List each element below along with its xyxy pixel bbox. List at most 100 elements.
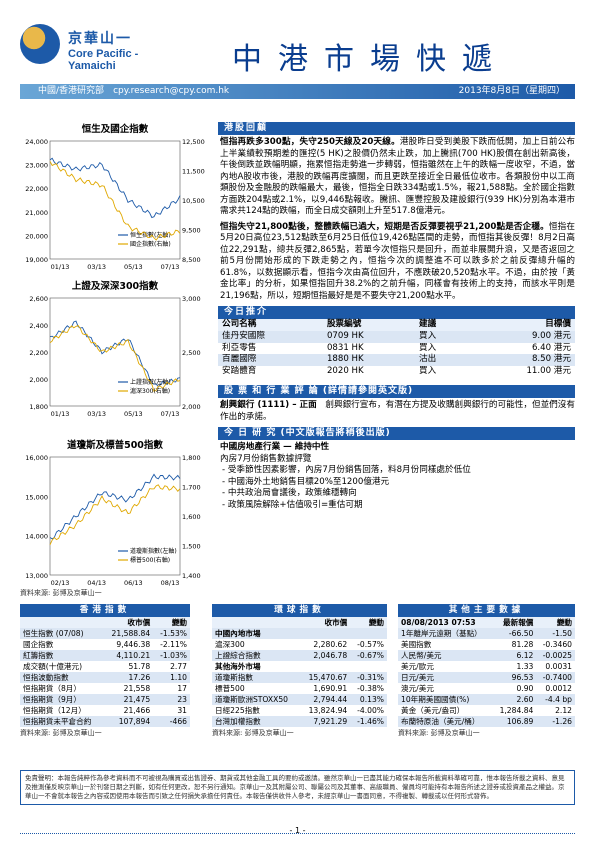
review-p2-headline: 恒指失守21,800點後，整體跌幅已過大，短期是否反彈要視乎21,200點是否企… <box>220 221 549 232</box>
cell: 日元/美元 <box>398 672 493 683</box>
y-tick-label: 1,800 <box>29 403 48 411</box>
cell: -0.31% <box>350 672 387 683</box>
section-header-research: 今 日 研 究 (中文版報告將稍後出版) <box>218 427 575 440</box>
cell: 11.00 港元 <box>526 365 571 376</box>
y2-tick-label: 10,500 <box>182 197 205 205</box>
cell <box>300 661 350 672</box>
col-header: 目標價 <box>466 319 575 331</box>
research-subtitle: 內房7月份銷售數據評覽 <box>220 453 312 464</box>
x-tick-label: 05/13 <box>124 263 143 271</box>
cell: 2,046.78 <box>300 650 351 661</box>
cell: 4,110.21 <box>103 650 154 661</box>
legend-label: 標普500(右軸) <box>130 556 170 564</box>
cell: 黃金（美元/盎司） <box>401 706 465 715</box>
research-bullet: - 受季節性因素影響，內房7月份銷售回落，料8月份同樣處於低位 <box>222 465 471 475</box>
cell: 恒指期貨（9月） <box>20 694 104 705</box>
cell: 9,446.38 <box>116 640 151 649</box>
cell: -1.03% <box>153 650 190 661</box>
section-header-stock-review: 股 票 和 行 業 評 論 (詳情請參閱英文版) <box>218 385 575 398</box>
cell: 成交額(十億港元) <box>23 662 83 671</box>
cell: -1.46% <box>350 716 387 727</box>
cell: 7,921.29 <box>300 716 351 727</box>
x-tick-label: 01/13 <box>51 263 70 271</box>
y2-tick-label: 2,000 <box>182 403 201 411</box>
cell: 2020 HK <box>326 365 364 376</box>
series-line <box>49 157 181 219</box>
section-header-picks: 今日推介 <box>218 306 575 319</box>
table-header-row: 收市價 變動 <box>20 617 190 628</box>
cell: 96.53 <box>492 672 537 683</box>
cell: 2.12 <box>555 706 572 715</box>
cell: 21,558 <box>123 684 151 693</box>
cell: 美元/歐元 <box>401 662 434 671</box>
cell: 佳丹安國際 <box>218 331 323 343</box>
y-tick-label: 2,000 <box>29 376 48 384</box>
cell: -4.4 bp <box>536 694 575 705</box>
y-tick-label: 19,000 <box>25 256 48 264</box>
x-tick-label: 02/13 <box>51 579 70 587</box>
cell: 澳元/美元 <box>401 684 434 693</box>
research-title: 中國房地產行業 — 維持中性 <box>220 442 330 452</box>
legend-label: 道瓊斯指數(左軸) <box>130 547 177 555</box>
picks-header-row: 公司名稱 股票編號 建議 目標價 <box>218 319 575 331</box>
cell: 21,475 <box>103 694 154 705</box>
cell: 17.26 <box>103 672 154 683</box>
cell: 買入 <box>418 365 437 376</box>
y-tick-label: 20,000 <box>25 232 48 240</box>
cell: -466 <box>153 716 190 727</box>
cell: 上證綜合指數 <box>212 650 301 661</box>
y-tick-label: 2,200 <box>29 349 48 357</box>
stock-review-paragraph: 創興銀行 (1111) – 正面 創興銀行宣布，有潛在方提及收購創興銀行的可能性… <box>220 400 575 423</box>
stock-review-text: 創興銀行宣布，有潛在方提及收購創興銀行的可能性，但並們沒有作出的承諾。 <box>220 400 575 422</box>
table-row: 道瓊斯歐洲STOXX50 2,794.44 0.13% <box>212 694 387 705</box>
table-row: 國企指數 9,446.38 -2.11% <box>20 639 190 650</box>
table-caption: 香港指數 <box>20 604 190 617</box>
global-index-block: 環球指數 收市價 變動 中國內地市場 滬深300 2,280.62 -0.57% 上證綜合指數… <box>212 604 387 738</box>
cell: 道瓊斯歐洲STOXX50 <box>212 694 301 705</box>
cell: 滬深300 <box>215 640 245 649</box>
y-tick-label: 21,000 <box>25 209 48 217</box>
cell: -0.0025 <box>536 650 575 661</box>
cell: 9.00 港元 <box>466 331 575 343</box>
cell: -1.26 <box>536 716 575 727</box>
y2-tick-label: 11,500 <box>182 168 205 176</box>
col-header: 變動 <box>350 617 387 628</box>
contact-email[interactable]: cpy.research@cpy.com.hk <box>113 86 230 96</box>
chart-svg: 24,000 23,000 22,000 21,000 20,000 19,000 12,5… <box>25 138 205 271</box>
cell: 51.78 <box>128 662 151 671</box>
plot-area <box>49 140 181 260</box>
cell: 2,794.44 <box>300 694 351 705</box>
x-tick-label: 03/13 <box>87 410 106 418</box>
header-bar: 中國/香港研究部 cpy.research@cpy.com.hk 2013年8月… <box>20 84 575 99</box>
other-data-block: 其他主要數據 08/08/2013 07:53 最新報價 變動 1年離岸元遠期（基點） -… <box>398 604 575 738</box>
cell: 買入 <box>418 342 437 353</box>
col-header: 變動 <box>536 617 575 628</box>
x-tick-label: 05/13 <box>124 410 143 418</box>
cell: 13,824.94 <box>308 706 348 715</box>
col-header <box>212 617 301 628</box>
cell: 10年期美國國債(%) <box>398 694 493 705</box>
table-row: 成交額(十億港元) 51.78 2.77 <box>20 661 190 672</box>
table-header-row: 08/08/2013 07:53 最新報價 變動 <box>398 617 575 628</box>
table-row: 紅籌指數 4,110.21 -1.03% <box>20 650 190 661</box>
cell: -66.50 <box>492 628 537 639</box>
cell: 23 <box>153 694 190 705</box>
cell: 其他海外市場 <box>215 662 261 671</box>
cell: -2.11% <box>160 640 187 649</box>
table-source: 資料來源: 彭博及京華山一 <box>212 729 294 737</box>
cell: 恒指期貨未平倉合約 <box>20 716 104 727</box>
chart-title: 上證及深深300指數 <box>71 281 159 292</box>
table-row: 百麗國際 1880 HK 沽出 8.50 港元 <box>218 354 575 366</box>
table-row: 恒指期貨未平倉合約 107,894 -466 <box>20 716 190 727</box>
series-line <box>49 324 181 392</box>
table-caption: 其他主要數據 <box>398 604 575 617</box>
disclaimer: 免責聲明：本報告純粹作為參考資料而不可被視為購買或出售證券、期貨或其他金融工具的… <box>20 770 575 805</box>
chart-svg: 16,000 15,000 14,000 13,000 1,800 1,700 1,600 1… <box>25 454 200 587</box>
cell: 恒指期貨（8月） <box>23 684 81 693</box>
cell: -1.53% <box>153 628 190 639</box>
table-row: 美國指數 81.28 -0.3460 <box>398 639 575 650</box>
section-header-review: 港股回顧 <box>218 122 575 135</box>
cell: 買入 <box>414 331 467 343</box>
cell: -4.00% <box>357 706 384 715</box>
col-header: 變動 <box>153 617 190 628</box>
